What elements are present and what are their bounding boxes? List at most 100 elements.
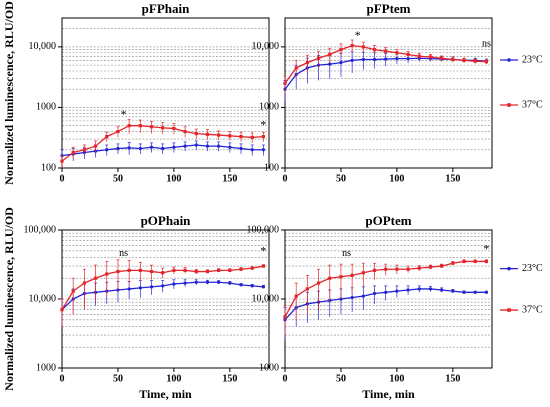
point: [239, 267, 243, 271]
point: [339, 48, 343, 52]
point: [428, 265, 433, 269]
point: [217, 280, 221, 284]
y-tick-label: 1000: [259, 362, 279, 373]
point: [172, 145, 176, 149]
point: [82, 281, 86, 285]
plot-frame: [284, 17, 493, 169]
point: [406, 52, 410, 57]
point: [440, 56, 444, 60]
legend-marker: [507, 308, 511, 312]
point: [384, 49, 388, 53]
point: [462, 58, 466, 62]
point: [473, 259, 477, 264]
x-tick-label: 100: [389, 373, 404, 384]
y-tick-label: 100,000: [247, 224, 280, 235]
point: [228, 281, 232, 285]
point: [328, 62, 332, 66]
point: [316, 281, 321, 285]
point: [172, 268, 176, 272]
point: [127, 146, 131, 150]
legend-label: 23°C: [522, 54, 543, 65]
point: [484, 60, 489, 64]
point: [205, 269, 210, 274]
point: [350, 44, 354, 48]
point: [205, 280, 210, 284]
y-tick-label: 10,000: [29, 41, 57, 52]
x-tick-label: 150: [445, 173, 460, 184]
point: [350, 58, 354, 62]
y-tick-label: 1000: [259, 102, 279, 113]
point: [261, 285, 266, 289]
point: [350, 295, 354, 300]
point: [451, 261, 455, 265]
point: [417, 287, 421, 291]
point: [250, 148, 254, 152]
y-tick-label: 100: [264, 162, 279, 173]
point: [350, 273, 354, 277]
point: [372, 57, 377, 62]
point: [406, 267, 410, 271]
x-tick-label: 50: [113, 173, 123, 184]
point: [473, 59, 477, 63]
point: [395, 51, 399, 55]
point: [239, 146, 243, 151]
point: [161, 271, 165, 275]
x-tick-label: 150: [222, 373, 237, 384]
point: [217, 133, 221, 137]
annotation: ns: [482, 39, 491, 50]
point: [361, 271, 365, 275]
y-tick-label: 100: [41, 162, 56, 173]
point: [395, 267, 399, 271]
x-tick-label: 0: [60, 373, 65, 384]
point: [395, 57, 399, 61]
point: [149, 125, 154, 129]
point: [60, 308, 64, 312]
point: [384, 290, 388, 294]
point: [372, 48, 377, 52]
legend-label: 37°C: [522, 304, 543, 315]
point: [372, 291, 377, 296]
point: [194, 269, 198, 274]
point: [205, 144, 210, 148]
point: [138, 268, 142, 272]
point: [161, 284, 165, 288]
point: [239, 135, 243, 139]
point: [384, 267, 388, 271]
point: [250, 284, 254, 288]
point: [361, 294, 365, 298]
point: [250, 266, 254, 270]
point: [305, 287, 309, 291]
point: [462, 259, 466, 264]
point: [228, 134, 232, 138]
annotation: *: [260, 244, 266, 258]
point: [451, 57, 455, 62]
point: [71, 150, 75, 155]
point: [328, 276, 332, 280]
point: [294, 294, 298, 298]
legend-marker: [507, 266, 511, 271]
point: [183, 281, 187, 285]
annotation: *: [483, 241, 489, 255]
point: [339, 61, 343, 65]
point: [395, 289, 399, 293]
annotation: ns: [119, 248, 128, 259]
point: [451, 289, 455, 293]
point: [339, 275, 343, 279]
x-tick-label: 0: [283, 173, 288, 184]
point: [283, 315, 287, 319]
x-tick-label: 100: [166, 373, 181, 384]
point: [149, 269, 154, 274]
point: [417, 266, 421, 270]
point: [127, 124, 131, 128]
point: [149, 285, 154, 289]
point: [161, 126, 165, 130]
point: [462, 290, 466, 294]
point: [138, 286, 142, 290]
point: [428, 287, 433, 291]
chart-title: pFPhain: [142, 1, 190, 16]
point: [406, 288, 410, 292]
point: [361, 57, 365, 62]
point: [440, 288, 444, 292]
x-tick-label: 50: [336, 373, 346, 384]
